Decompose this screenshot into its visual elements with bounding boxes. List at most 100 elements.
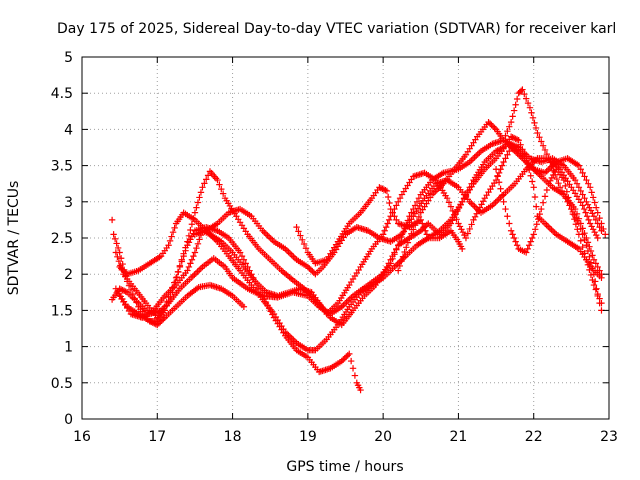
data-point bbox=[562, 182, 569, 190]
data-point bbox=[521, 90, 528, 98]
y-tick-label: 3 bbox=[64, 195, 73, 211]
data-point bbox=[596, 223, 603, 231]
y-tick-label: 5 bbox=[64, 50, 73, 66]
data-point bbox=[494, 172, 501, 179]
data-point bbox=[488, 121, 495, 129]
data-point bbox=[512, 135, 519, 143]
data-point bbox=[583, 176, 590, 184]
data-point bbox=[193, 204, 200, 211]
data-point bbox=[193, 244, 200, 252]
data-point bbox=[513, 242, 521, 249]
data-point bbox=[527, 172, 534, 179]
data-point bbox=[571, 215, 578, 223]
data-point bbox=[522, 95, 530, 102]
data-point bbox=[524, 99, 532, 107]
data-point bbox=[265, 233, 273, 241]
data-point bbox=[556, 184, 564, 191]
data-point bbox=[533, 203, 540, 210]
data-point bbox=[187, 260, 194, 267]
data-point bbox=[167, 289, 174, 296]
data-point bbox=[545, 180, 552, 187]
data-point bbox=[286, 250, 294, 257]
data-point bbox=[194, 268, 201, 275]
data-point bbox=[471, 154, 478, 161]
data-point bbox=[589, 276, 596, 284]
series-track-6 bbox=[112, 144, 609, 321]
data-point bbox=[498, 192, 506, 199]
data-point bbox=[495, 169, 503, 177]
data-point bbox=[555, 179, 562, 187]
data-point bbox=[236, 249, 244, 256]
data-point bbox=[596, 295, 603, 302]
data-point bbox=[565, 194, 572, 201]
data-point bbox=[500, 137, 507, 144]
data-point bbox=[513, 136, 521, 143]
data-point bbox=[218, 185, 225, 193]
y-tick-label: 2 bbox=[64, 267, 73, 283]
data-point bbox=[536, 134, 543, 141]
data-point bbox=[165, 293, 172, 301]
data-point bbox=[530, 184, 537, 191]
data-point bbox=[398, 258, 405, 265]
data-point bbox=[489, 123, 497, 130]
y-tick-label: 0.5 bbox=[51, 376, 73, 392]
data-point bbox=[261, 229, 268, 236]
data-point bbox=[589, 210, 596, 217]
data-point bbox=[593, 204, 600, 211]
data-point bbox=[600, 225, 607, 233]
data-point bbox=[584, 239, 592, 246]
data-point bbox=[351, 372, 359, 379]
data-point bbox=[406, 234, 413, 242]
data-point bbox=[589, 226, 597, 233]
data-point bbox=[112, 249, 120, 256]
data-point bbox=[240, 303, 248, 310]
data-point bbox=[118, 266, 126, 274]
data-point bbox=[408, 230, 415, 237]
data-point bbox=[158, 317, 166, 324]
data-point bbox=[512, 238, 519, 245]
data-point bbox=[420, 223, 427, 231]
data-point bbox=[594, 290, 601, 298]
data-point bbox=[384, 220, 391, 227]
data-point bbox=[347, 357, 355, 365]
data-point bbox=[502, 132, 509, 139]
data-point bbox=[306, 265, 313, 272]
data-point bbox=[575, 231, 583, 238]
data-point bbox=[581, 173, 588, 180]
data-point bbox=[191, 271, 198, 278]
data-point bbox=[579, 169, 586, 177]
data-point bbox=[524, 245, 531, 253]
data-point bbox=[309, 268, 316, 275]
data-point bbox=[344, 352, 351, 359]
data-point bbox=[178, 256, 185, 263]
data-point bbox=[525, 242, 533, 249]
data-point bbox=[590, 213, 598, 220]
y-tick-label: 1.5 bbox=[51, 303, 73, 319]
data-point bbox=[286, 333, 294, 340]
data-point bbox=[196, 194, 203, 201]
data-point bbox=[458, 245, 466, 253]
data-point bbox=[586, 204, 593, 211]
data-point bbox=[568, 205, 575, 213]
data-point bbox=[110, 231, 117, 238]
data-point bbox=[529, 178, 536, 185]
data-point bbox=[381, 227, 388, 234]
data-point bbox=[395, 198, 402, 205]
data-point bbox=[382, 223, 390, 231]
data-point bbox=[590, 271, 598, 278]
data-point bbox=[560, 191, 568, 198]
data-point bbox=[502, 205, 509, 213]
data-point bbox=[413, 217, 421, 225]
data-point bbox=[384, 193, 392, 201]
data-point bbox=[396, 194, 404, 202]
data-point bbox=[194, 240, 202, 247]
chart-title: Day 175 of 2025, Sidereal Day-to-day VTE… bbox=[57, 21, 616, 37]
data-point bbox=[415, 194, 423, 202]
data-point bbox=[492, 166, 500, 173]
data-point bbox=[389, 209, 396, 216]
series-track-8 bbox=[293, 184, 466, 267]
data-point bbox=[585, 180, 592, 187]
data-point bbox=[486, 120, 494, 127]
data-point bbox=[491, 124, 498, 132]
data-point bbox=[185, 232, 193, 240]
